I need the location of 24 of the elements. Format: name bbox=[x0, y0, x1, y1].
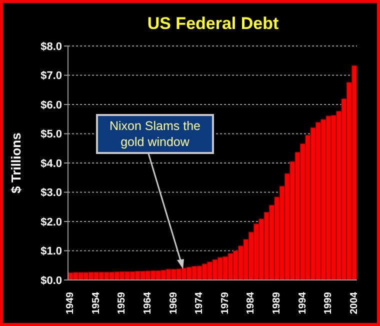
y-tick-label: $6.0 bbox=[40, 99, 62, 112]
y-tick-label: $3.0 bbox=[40, 187, 62, 200]
y-tick-label: $4.0 bbox=[40, 158, 62, 170]
chart-title: US Federal Debt bbox=[146, 14, 280, 34]
y-tick-label: $8.0 bbox=[40, 40, 62, 53]
x-tick-label: 1979 bbox=[220, 292, 231, 314]
y-axis-title: $ Trillions bbox=[8, 132, 24, 194]
x-tick-label: 1974 bbox=[194, 292, 206, 314]
x-tick-label: 1964 bbox=[142, 292, 154, 314]
y-tick-label: $0.0 bbox=[40, 274, 62, 287]
x-tick-label: 1994 bbox=[297, 292, 308, 314]
x-tick-label: 1969 bbox=[168, 292, 180, 314]
x-tick-label: 2004 bbox=[348, 292, 360, 314]
x-tick-label: 1949 bbox=[65, 292, 76, 314]
annotation: Nixon Slams the gold window bbox=[96, 114, 214, 154]
x-tick-label: 1959 bbox=[116, 292, 128, 314]
x-tick-label: 1954 bbox=[90, 292, 102, 314]
y-tick-label: $7.0 bbox=[40, 70, 62, 82]
y-tick-label: $5.0 bbox=[40, 128, 62, 141]
y-tick-label: $1.0 bbox=[40, 246, 62, 258]
x-tick-label: 1999 bbox=[323, 292, 334, 314]
x-tick-label: 1984 bbox=[246, 292, 257, 314]
x-tick-label: 1989 bbox=[272, 292, 283, 314]
y-tick-label: $2.0 bbox=[40, 216, 62, 228]
